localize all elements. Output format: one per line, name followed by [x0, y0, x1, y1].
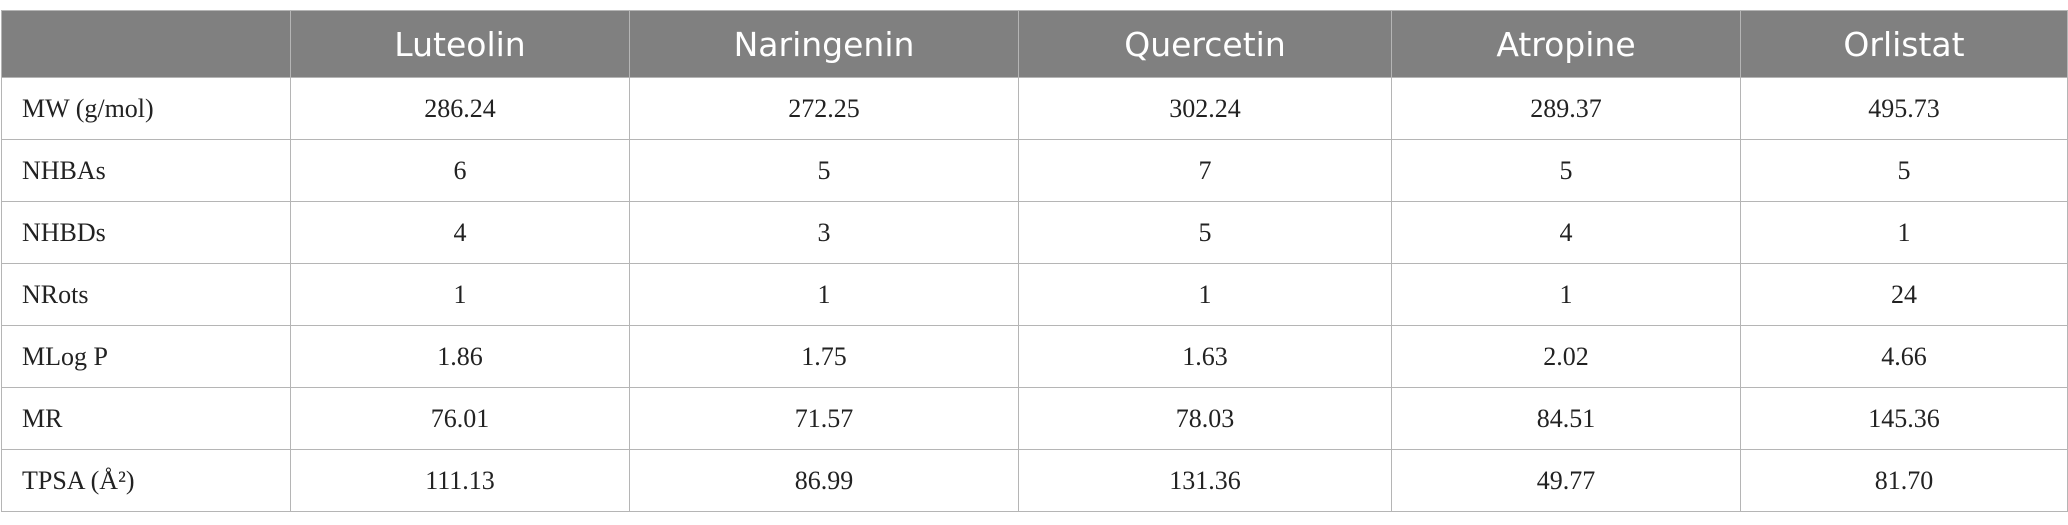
cell: 272.25: [629, 77, 1019, 140]
cell: 78.03: [1018, 387, 1392, 450]
row-label: NRots: [1, 263, 291, 326]
cell: 495.73: [1740, 77, 2068, 140]
cell: 81.70: [1740, 449, 2068, 512]
cell: 3: [629, 201, 1019, 264]
row-label: MW (g/mol): [1, 77, 291, 140]
cell: 24: [1740, 263, 2068, 326]
cell: 2.02: [1391, 325, 1741, 388]
cell: 131.36: [1018, 449, 1392, 512]
table-row: TPSA (Å²) 111.13 86.99 131.36 49.77 81.70: [1, 449, 2068, 512]
cell: 1: [1740, 201, 2068, 264]
table-row: NRots 1 1 1 1 24: [1, 263, 2068, 326]
cell: 5: [1018, 201, 1392, 264]
cell: 7: [1018, 139, 1392, 202]
cell: 286.24: [290, 77, 630, 140]
table-row: NHBAs 6 5 7 5 5: [1, 139, 2068, 202]
cell: 1: [1018, 263, 1392, 326]
cell: 1.75: [629, 325, 1019, 388]
data-table: Luteolin Naringenin Quercetin Atropine Orlis…: [1, 10, 2068, 512]
cell: 1.86: [290, 325, 630, 388]
header-cell: [1, 10, 291, 78]
cell: 49.77: [1391, 449, 1741, 512]
table-row: MLog P 1.86 1.75 1.63 2.02 4.66: [1, 325, 2068, 388]
table-row: NHBDs 4 3 5 4 1: [1, 201, 2068, 264]
cell: 84.51: [1391, 387, 1741, 450]
header-row: Luteolin Naringenin Quercetin Atropine Orlis…: [1, 10, 2068, 78]
cell: 6: [290, 139, 630, 202]
cell: 1.63: [1018, 325, 1392, 388]
cell: 1: [629, 263, 1019, 326]
cell: 4: [1391, 201, 1741, 264]
row-label: NHBAs: [1, 139, 291, 202]
column-header: Naringenin: [629, 10, 1019, 78]
column-header: Quercetin: [1018, 10, 1392, 78]
cell: 1: [1391, 263, 1741, 326]
cell: 5: [1391, 139, 1741, 202]
cell: 289.37: [1391, 77, 1741, 140]
cell: 71.57: [629, 387, 1019, 450]
table-body: MW (g/mol) 286.24 272.25 302.24 289.37 495.73…: [1, 77, 2068, 512]
row-label: MR: [1, 387, 291, 450]
cell: 1: [290, 263, 630, 326]
cell: 4.66: [1740, 325, 2068, 388]
row-label: NHBDs: [1, 201, 291, 264]
cell: 76.01: [290, 387, 630, 450]
cell: 302.24: [1018, 77, 1392, 140]
table-row: MR 76.01 71.57 78.03 84.51 145.36: [1, 387, 2068, 450]
cell: 5: [629, 139, 1019, 202]
cell: 4: [290, 201, 630, 264]
table-row: MW (g/mol) 286.24 272.25 302.24 289.37 495.73: [1, 77, 2068, 140]
cell: 5: [1740, 139, 2068, 202]
row-label: MLog P: [1, 325, 291, 388]
cell: 111.13: [290, 449, 630, 512]
column-header: Orlistat: [1740, 10, 2068, 78]
column-header: Atropine: [1391, 10, 1741, 78]
cell: 145.36: [1740, 387, 2068, 450]
row-label: TPSA (Å²): [1, 449, 291, 512]
column-header: Luteolin: [290, 10, 630, 78]
cell: 86.99: [629, 449, 1019, 512]
